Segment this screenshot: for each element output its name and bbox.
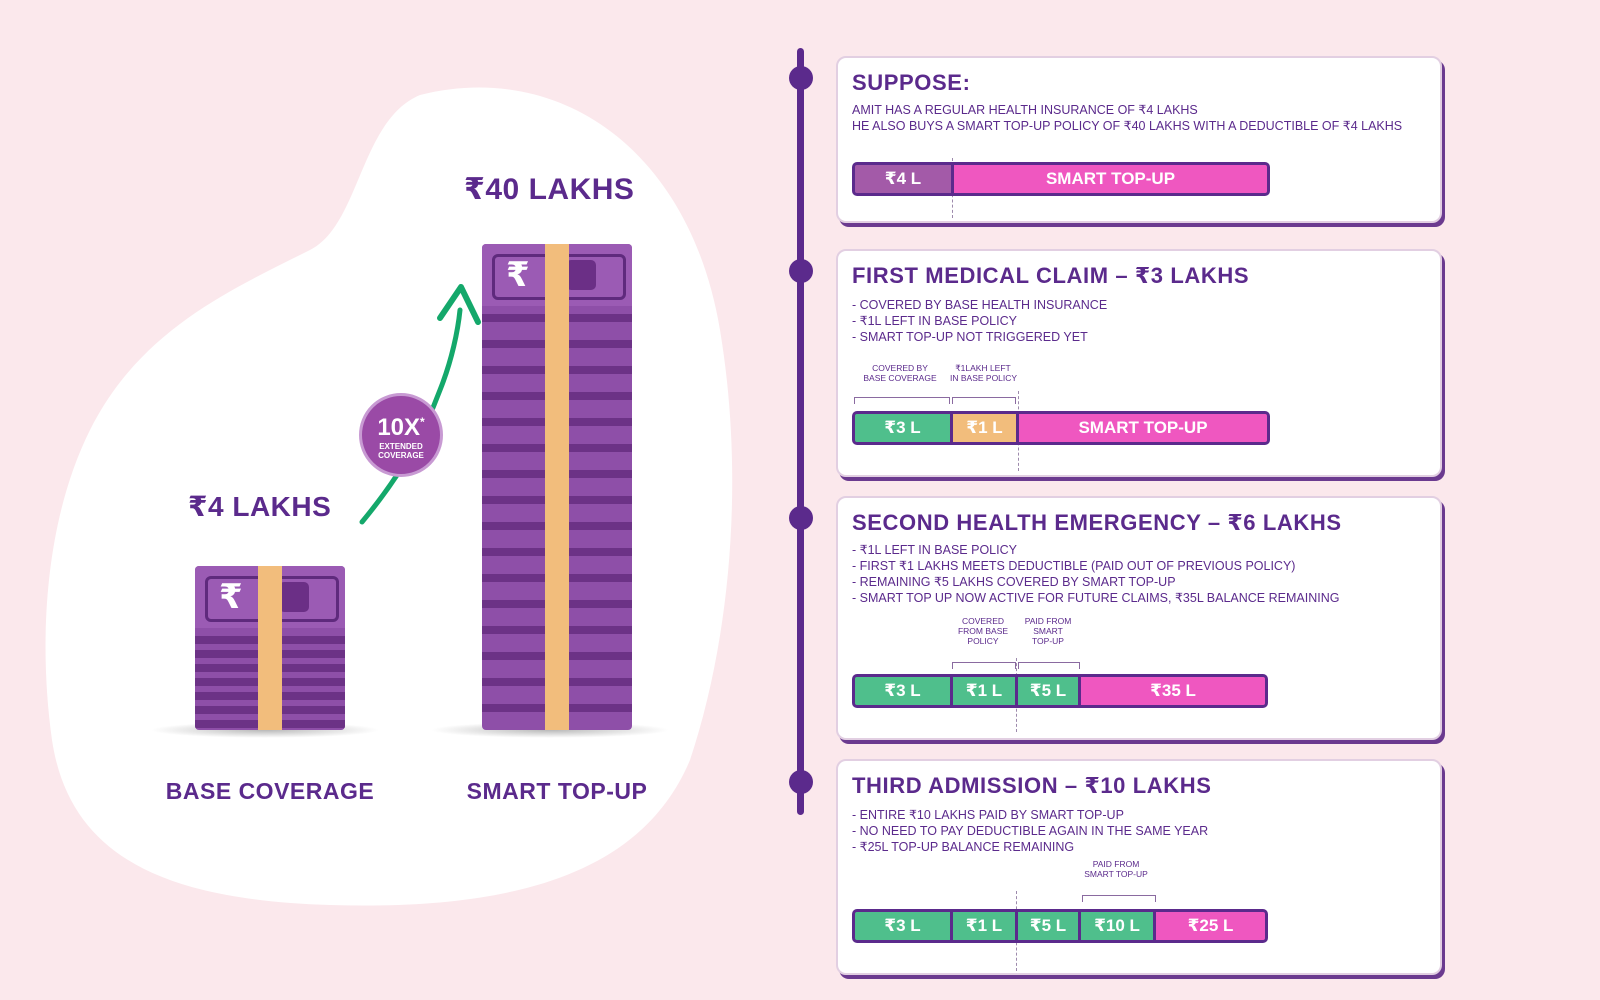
badge-line1: EXTENDED [379,442,423,451]
card-line: - ₹25L TOP-UP BALANCE REMAINING [852,840,1075,854]
rupee-icon: ₹ [219,578,243,616]
card-lines: AMIT HAS A REGULAR HEALTH INSURANCE OF ₹… [852,102,1402,134]
annotation-bracket [952,662,1016,669]
base-coverage-label: BASE COVERAGE [165,778,375,804]
bar-segment: ₹1 L [953,414,1016,442]
timeline-dot [789,770,813,794]
smart-topup-label: SMART TOP-UP [466,778,648,804]
card-suppose: SUPPOSE: AMIT HAS A REGULAR HEALTH INSUR… [836,56,1442,223]
bar-annotation: COVERED FROM BASE POLICY [957,616,1009,646]
card-third-admission: THIRD ADMISSION – ₹10 LAKHS - ENTIRE ₹10… [836,759,1442,975]
arrow-head-icon [437,284,481,325]
card-title: THIRD ADMISSION – ₹10 LAKHS [852,773,1212,798]
annotation-bracket [952,397,1016,404]
bar-annotation: ₹1LAKH LEFT IN BASE POLICY [950,363,1018,383]
card-title: FIRST MEDICAL CLAIM – ₹3 LAKHS [852,263,1250,288]
bar-annotation: COVERED BY BASE COVERAGE [863,363,937,383]
bar-segment: ₹3 L [855,414,950,442]
coverage-bar: ₹3 L ₹1 L ₹5 L ₹10 L ₹25 L [852,909,1268,943]
coverage-bar: ₹3 L ₹1 L SMART TOP-UP [852,411,1270,445]
card-first-claim: FIRST MEDICAL CLAIM – ₹3 LAKHS - COVERED… [836,249,1442,477]
bar-segment: ₹1 L [953,912,1015,940]
card-line: - REMAINING ₹5 LAKHS COVERED BY SMART TO… [852,575,1176,589]
card-lines: - ₹1L LEFT IN BASE POLICY - FIRST ₹1 LAK… [852,542,1339,606]
timeline-dot [789,66,813,90]
bar-annotation: PAID FROM SMART TOP-UP [1024,616,1072,646]
card-line: - COVERED BY BASE HEALTH INSURANCE [852,298,1108,312]
card-lines: - COVERED BY BASE HEALTH INSURANCE - ₹1L… [852,297,1107,345]
timeline-line [797,48,804,815]
card-line: AMIT HAS A REGULAR HEALTH INSURANCE OF ₹… [852,103,1198,117]
bar-segment: ₹4 L [855,165,951,193]
timeline-dot [789,259,813,283]
card-line: HE ALSO BUYS A SMART TOP-UP POLICY OF ₹4… [852,119,1403,133]
card-second-emergency: SECOND HEALTH EMERGENCY – ₹6 LAKHS - ₹1L… [836,496,1442,740]
card-line: - ENTIRE ₹10 LAKHS PAID BY SMART TOP-UP [852,808,1124,822]
bar-segment: SMART TOP-UP [1019,414,1267,442]
bar-segment: ₹10 L [1081,912,1153,940]
base-amount: ₹4 LAKHS [188,491,332,522]
coverage-bar: ₹4 L SMART TOP-UP [852,162,1270,196]
bar-segment: ₹3 L [855,677,950,705]
topup-amount: ₹40 LAKHS [464,173,635,206]
card-title: SUPPOSE: [852,70,971,95]
coverage-bar: ₹3 L ₹1 L ₹5 L ₹35 L [852,674,1268,708]
bar-segment: ₹3 L [855,912,950,940]
bar-segment: ₹5 L [1018,912,1078,940]
bar-segment: ₹25 L [1156,912,1265,940]
card-line: - FIRST ₹1 LAKHS MEETS DEDUCTIBLE (PAID … [852,559,1296,573]
extended-coverage-badge: 10X* EXTENDED COVERAGE [359,393,443,477]
bar-segment: SMART TOP-UP [954,165,1267,193]
badge-multiplier: 10X [377,414,421,441]
rupee-icon: ₹ [506,256,530,294]
annotation-bracket [1082,895,1156,902]
card-line: - SMART TOP UP NOW ACTIVE FOR FUTURE CLA… [852,591,1340,605]
bar-annotation: PAID FROM SMART TOP-UP [1084,859,1148,879]
bar-segment: ₹1 L [953,677,1015,705]
card-line: - NO NEED TO PAY DEDUCTIBLE AGAIN IN THE… [852,824,1209,838]
card-title: SECOND HEALTH EMERGENCY – ₹6 LAKHS [852,510,1342,535]
annotation-bracket [1018,662,1080,669]
badge-line2: COVERAGE [378,451,424,460]
card-line: - ₹1L LEFT IN BASE POLICY [852,543,1017,557]
background-blob [45,87,733,906]
badge-asterisk: * [420,415,425,429]
bar-segment: ₹5 L [1018,677,1078,705]
card-lines: - ENTIRE ₹10 LAKHS PAID BY SMART TOP-UP … [852,807,1208,855]
timeline-dot [789,506,813,530]
base-money-stack: ₹ [195,566,345,730]
annotation-bracket [854,397,950,404]
bar-segment: ₹35 L [1081,677,1265,705]
card-line: - SMART TOP-UP NOT TRIGGERED YET [852,330,1088,344]
growth-arrow [359,307,463,525]
topup-money-stack: ₹ [482,244,632,730]
card-line: - ₹1L LEFT IN BASE POLICY [852,314,1017,328]
